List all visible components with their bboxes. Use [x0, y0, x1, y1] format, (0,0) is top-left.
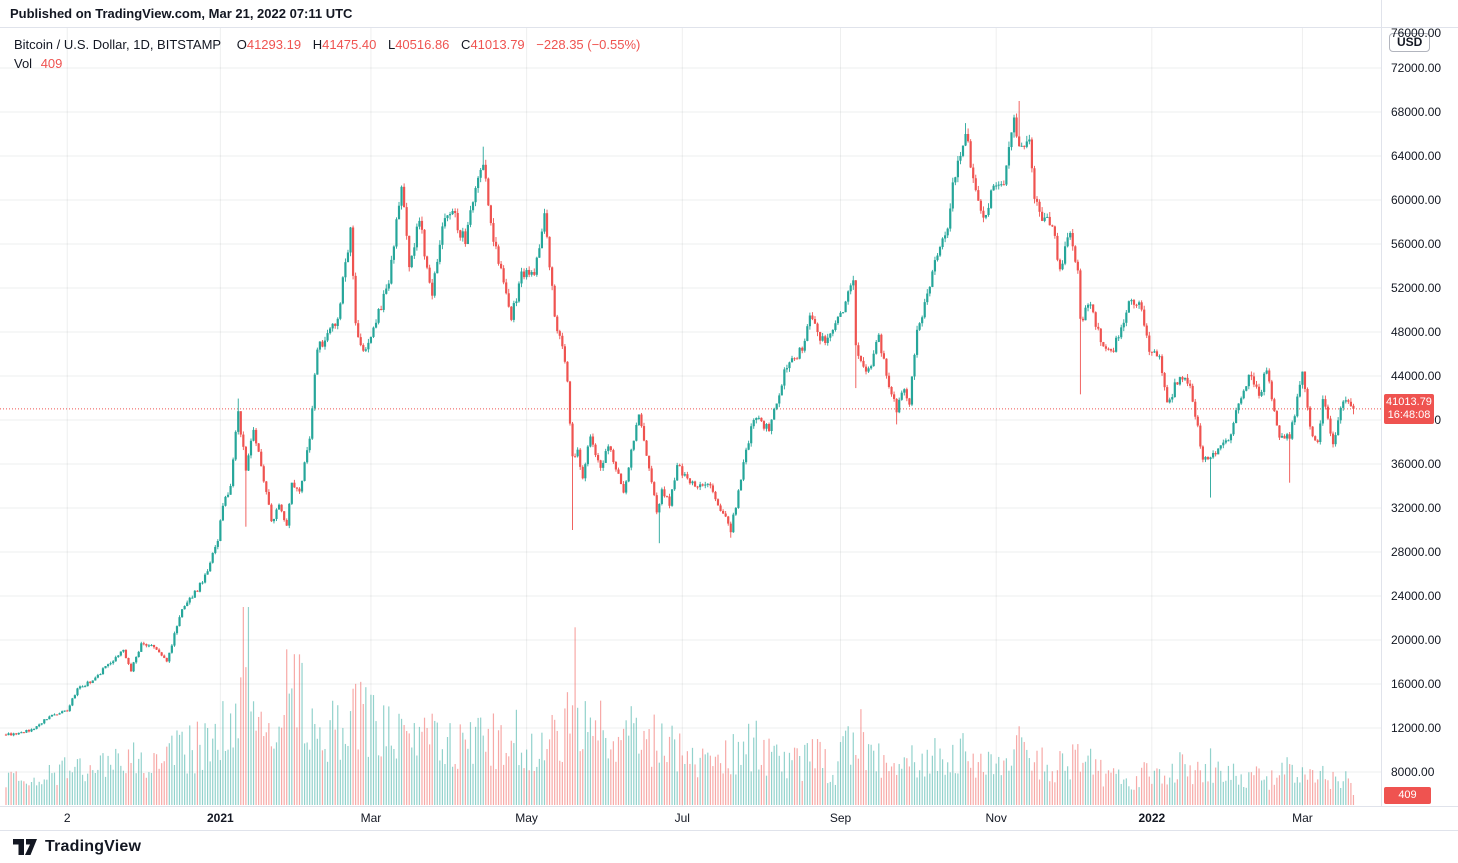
time-tick-label: Jul	[674, 811, 690, 825]
price-tick-label: 12000.00	[1391, 721, 1442, 735]
price-axis[interactable]: USD 41013.79 16:48:08 409 8000.00 12000.0…	[1381, 0, 1458, 807]
time-tick-label: Sep	[829, 811, 852, 825]
time-tick-label: Nov	[985, 811, 1007, 825]
time-tick-label: 2021	[207, 811, 234, 825]
volume-label: Vol	[14, 56, 33, 71]
time-tick-label: 2	[63, 811, 71, 825]
bar-countdown: 16:48:08	[1387, 408, 1431, 421]
ohlc-open-value: 41293.19	[246, 37, 302, 52]
price-tick-label: 56000.00	[1391, 237, 1442, 251]
published-bar: Published on TradingView.com, Mar 21, 20…	[0, 0, 1458, 28]
ohlc-close-label: C	[461, 37, 471, 52]
footer: TradingView	[0, 831, 1458, 863]
price-tick-label: 36000.00	[1391, 457, 1442, 471]
price-tick-label: 16000.00	[1391, 677, 1442, 691]
last-price-value: 41013.79	[1386, 395, 1432, 408]
time-tick-label: Mar	[1292, 811, 1313, 825]
ohlc-low-value: 40516.86	[395, 37, 450, 52]
price-tick-label: 20000.00	[1391, 633, 1442, 647]
time-tick-label: 2022	[1138, 811, 1166, 825]
time-axis[interactable]: 2 2021 Mar May Jul Sep Nov 2022 Mar	[0, 806, 1458, 831]
ohlc-high-label: H	[312, 37, 323, 52]
tradingview-logo-link[interactable]: TradingView	[13, 838, 141, 856]
ohlc-open-label: O	[236, 37, 247, 52]
tradingview-logo-icon	[13, 839, 37, 855]
price-tick-label: 60000.00	[1391, 193, 1442, 207]
symbol-title: Bitcoin / U.S. Dollar, 1D, BITSTAMP	[14, 37, 222, 52]
brand-name: TradingView	[45, 838, 142, 855]
price-tick-label: 44000.00	[1391, 369, 1442, 383]
volume-value: 409	[40, 56, 63, 71]
ohlc-high-value: 41475.40	[322, 37, 377, 52]
last-volume-badge: 409	[1384, 787, 1431, 804]
price-tick-label: 52000.00	[1391, 281, 1442, 295]
price-tick-label: 64000.00	[1391, 149, 1442, 163]
time-tick-label: May	[515, 811, 538, 825]
legend-symbol-row: Bitcoin / U.S. Dollar, 1D, BITSTAMP O412…	[14, 35, 640, 54]
price-tick-label: 24000.00	[1391, 589, 1442, 603]
price-tick-label: 8000.00	[1391, 765, 1435, 779]
price-tick-label: 68000.00	[1391, 105, 1442, 119]
change-value: −228.35 (−0.55%)	[536, 37, 641, 52]
currency-badge: USD	[1389, 33, 1431, 52]
price-tick-label: 76000.00	[1391, 26, 1442, 40]
time-tick-label: Mar	[360, 811, 382, 825]
chart-legend: Bitcoin / U.S. Dollar, 1D, BITSTAMP O412…	[14, 35, 640, 73]
price-tick-label: 32000.00	[1391, 501, 1442, 515]
ohlc-close-value: 41013.79	[470, 37, 525, 52]
price-tick-label: 28000.00	[1391, 545, 1442, 559]
price-tick-label: 48000.00	[1391, 325, 1442, 339]
price-tick-label: 72000.00	[1391, 61, 1442, 75]
ohlc-low-label: L	[387, 37, 396, 52]
last-price-badge: 41013.79 16:48:08	[1384, 393, 1434, 424]
legend-volume-row: Vol 409	[14, 54, 640, 73]
published-text: Published on TradingView.com, Mar 21, 20…	[10, 6, 353, 21]
